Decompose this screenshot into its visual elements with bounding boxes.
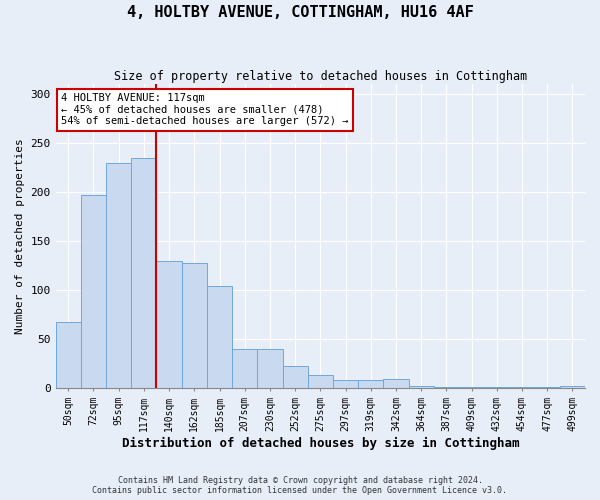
Text: 4, HOLTBY AVENUE, COTTINGHAM, HU16 4AF: 4, HOLTBY AVENUE, COTTINGHAM, HU16 4AF [127,5,473,20]
Bar [106,162,131,388]
Bar [56,322,81,388]
Bar [157,261,182,388]
Y-axis label: Number of detached properties: Number of detached properties [15,138,25,334]
Bar [257,349,283,389]
Bar [207,286,232,388]
Bar [131,158,157,388]
Bar [308,374,333,388]
Bar [560,386,585,388]
Bar [232,349,257,389]
Text: 4 HOLTBY AVENUE: 117sqm
← 45% of detached houses are smaller (478)
54% of semi-d: 4 HOLTBY AVENUE: 117sqm ← 45% of detache… [61,94,349,126]
Bar [383,378,409,388]
Text: Contains HM Land Registry data © Crown copyright and database right 2024.
Contai: Contains HM Land Registry data © Crown c… [92,476,508,495]
Title: Size of property relative to detached houses in Cottingham: Size of property relative to detached ho… [114,70,527,83]
Bar [358,380,383,388]
Bar [283,366,308,388]
X-axis label: Distribution of detached houses by size in Cottingham: Distribution of detached houses by size … [122,437,519,450]
Bar [409,386,434,388]
Bar [81,195,106,388]
Bar [182,263,207,388]
Bar [333,380,358,388]
